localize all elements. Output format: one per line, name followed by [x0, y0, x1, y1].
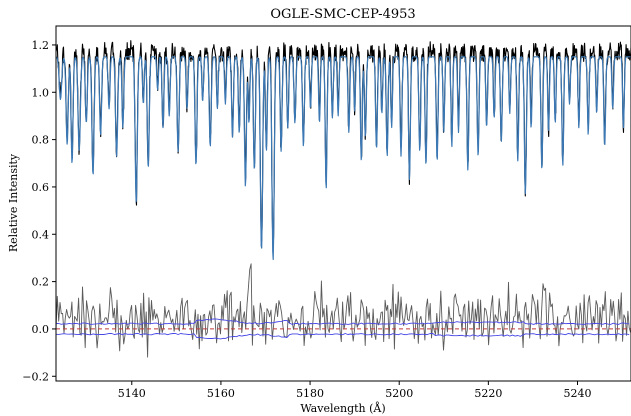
- x-tick-label: 5220: [474, 387, 502, 400]
- x-tick-label: 5180: [296, 387, 324, 400]
- series-layer: [56, 40, 631, 358]
- y-tick-label: 0.6: [32, 181, 50, 194]
- plot-frame: [55, 25, 631, 382]
- observed-spectrum-line: [56, 40, 631, 248]
- x-axis: 5140 5160 5180 5200 5220 5240: [118, 381, 592, 400]
- error-lower-line: [56, 332, 630, 340]
- residual-line: [56, 263, 631, 358]
- y-tick-label: −0.2: [22, 370, 49, 383]
- y-tick-label: 0.4: [32, 228, 50, 241]
- chart-title: OGLE-SMC-CEP-4953: [270, 7, 415, 22]
- y-tick-label: 1.0: [32, 86, 50, 99]
- y-tick-label: 0.8: [32, 134, 50, 147]
- x-axis-label: Wavelength (Å): [300, 401, 385, 415]
- y-axis: −0.2 0.0 0.2 0.4 0.6 0.8 1.0 1.2: [22, 39, 56, 383]
- x-tick-label: 5140: [118, 387, 146, 400]
- y-axis-label: Relative Intensity: [7, 153, 20, 252]
- y-tick-label: 0.0: [32, 323, 50, 336]
- x-tick-label: 5200: [385, 387, 413, 400]
- y-tick-label: 0.2: [32, 276, 50, 289]
- y-tick-label: 1.2: [32, 39, 50, 52]
- error-upper-line: [56, 318, 630, 325]
- x-tick-label: 5240: [564, 387, 592, 400]
- model-spectrum-line: [56, 56, 631, 261]
- x-tick-label: 5160: [207, 387, 235, 400]
